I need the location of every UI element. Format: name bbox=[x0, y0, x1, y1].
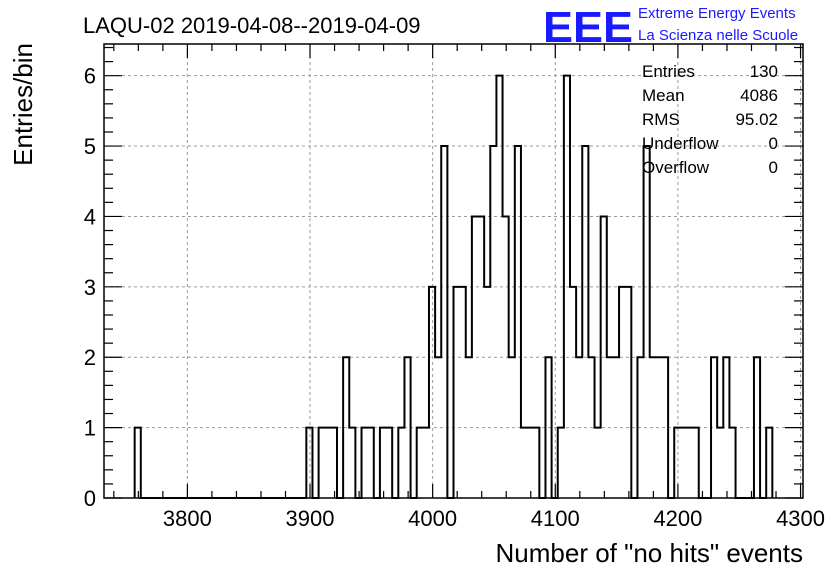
stats-label-mean: Mean bbox=[642, 86, 685, 105]
logo-mark: EEE bbox=[543, 3, 633, 52]
grid-lines bbox=[104, 44, 803, 498]
y-tick-label: 4 bbox=[84, 204, 96, 229]
stats-label-rms: RMS bbox=[642, 110, 680, 129]
stats-label-overflow: Overflow bbox=[642, 158, 710, 177]
logo-line2: La Scienza nelle Scuole bbox=[638, 27, 798, 44]
y-tick-label: 2 bbox=[84, 345, 96, 370]
y-tick-label: 3 bbox=[84, 275, 96, 300]
stats-box: Entries 130 Mean 4086 RMS 95.02 Underflow 0 Over… bbox=[642, 62, 778, 177]
y-tick-label: 0 bbox=[84, 486, 96, 511]
x-axis-label: Number of "no hits" events bbox=[496, 538, 804, 568]
eee-logo: EEE Extreme Energy Events La Scienza nel… bbox=[543, 3, 798, 52]
stats-value-rms: 95.02 bbox=[735, 110, 778, 129]
stats-label-underflow: Underflow bbox=[642, 134, 719, 153]
y-tick-label: 5 bbox=[84, 134, 96, 159]
logo-line1: Extreme Energy Events bbox=[638, 5, 796, 22]
stats-value-entries: 130 bbox=[750, 62, 778, 81]
x-tick-label: 3900 bbox=[286, 506, 335, 531]
stats-value-underflow: 0 bbox=[769, 134, 778, 153]
x-tick-label: 4200 bbox=[653, 506, 702, 531]
stats-value-mean: 4086 bbox=[740, 86, 778, 105]
y-axis-label: Entries/bin bbox=[8, 43, 38, 166]
x-tick-label: 3800 bbox=[163, 506, 212, 531]
x-tick-label: 4000 bbox=[408, 506, 457, 531]
x-tick-label: 4100 bbox=[531, 506, 580, 531]
stats-value-overflow: 0 bbox=[769, 158, 778, 177]
y-tick-label: 6 bbox=[84, 64, 96, 89]
plot-frame bbox=[103, 43, 804, 499]
x-tick-label: 4300 bbox=[776, 506, 825, 531]
chart-title: LAQU-02 2019-04-08--2019-04-09 bbox=[83, 13, 421, 38]
axis-ticks: 0 1 2 3 4 5 6 3800 3900 4000 4100 4200 4300 bbox=[84, 44, 825, 531]
y-tick-label: 1 bbox=[84, 416, 96, 441]
stats-label-entries: Entries bbox=[642, 62, 695, 81]
